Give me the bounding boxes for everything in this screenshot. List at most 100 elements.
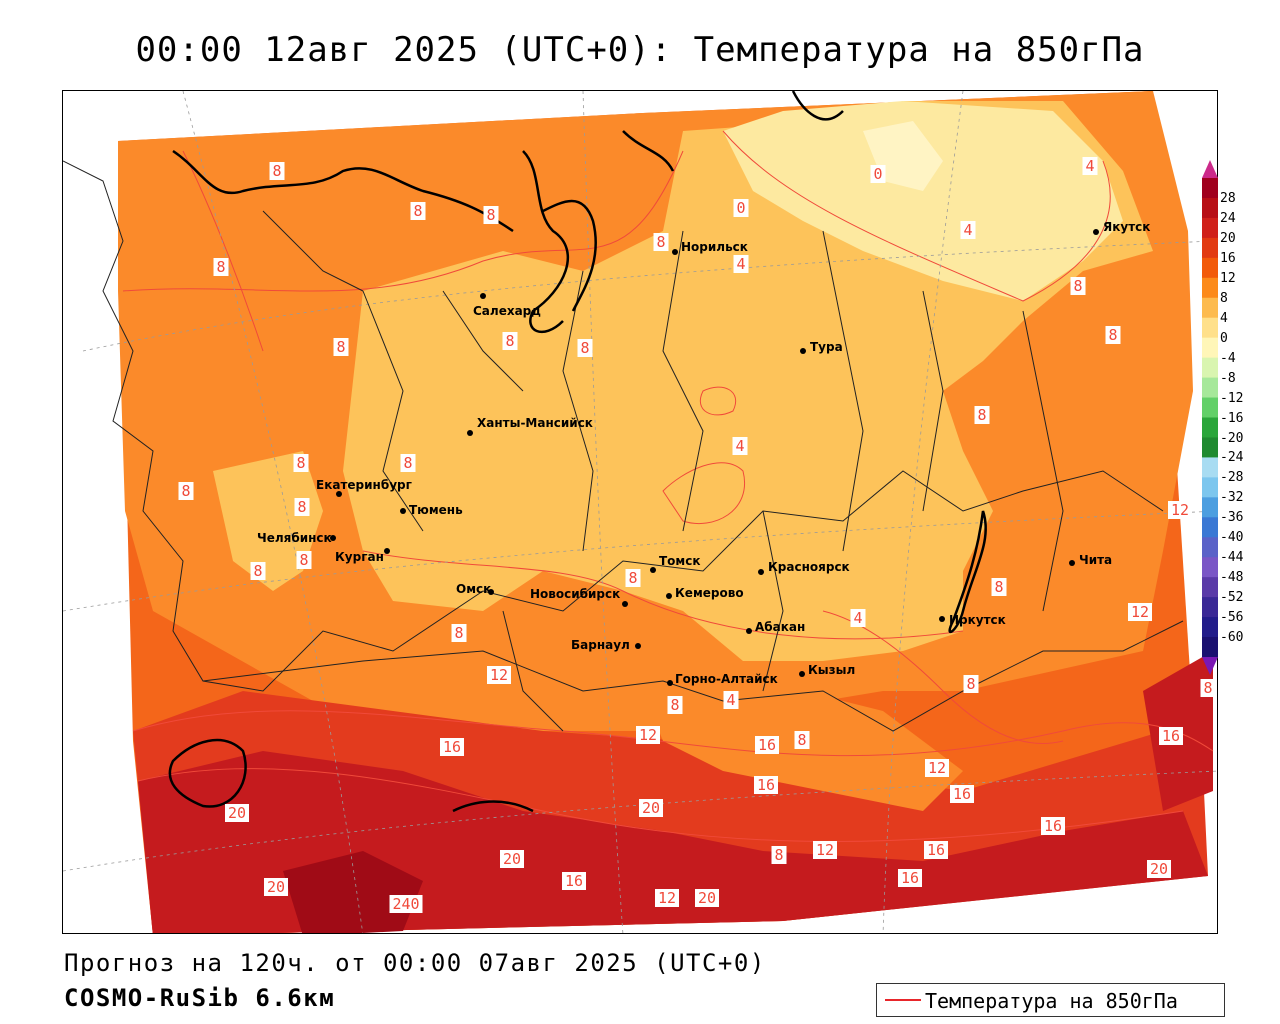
colorbar-tick-label: -36 <box>1220 510 1244 526</box>
isotherm-label: 16 <box>901 869 919 887</box>
isotherm-label-bg <box>483 206 499 224</box>
legend-label: Температура на 850гПа <box>925 989 1178 1013</box>
isoline <box>137 768 1184 842</box>
map-frame[interactable]: Якутск Норильск Салехард Тура Ханты-Манс… <box>62 90 1218 934</box>
isotherm-label: 20 <box>267 878 285 896</box>
cities: Якутск Норильск Салехард Тура Ханты-Манс… <box>257 220 1150 686</box>
city-barnaul: Барнаул <box>571 638 641 652</box>
isotherm-label-bg <box>732 437 748 455</box>
isotherm-label-bg <box>870 165 886 183</box>
isoline <box>662 462 746 525</box>
map-title: 00:00 12авг 2025 (UTC+0): Температура на… <box>135 30 1145 70</box>
city-label: Челябинск <box>257 531 332 545</box>
isotherm-label-bg <box>755 736 779 754</box>
temperature-map[interactable]: Якутск Норильск Салехард Тура Ханты-Манс… <box>63 91 1218 934</box>
colorbar-swatch <box>1202 277 1218 299</box>
colorbar-tick-label: -40 <box>1220 530 1244 546</box>
isotherm-label-bg <box>925 759 949 777</box>
colorbar-bottom-arrow <box>1202 657 1218 675</box>
isotherm-label-bg <box>213 258 229 276</box>
isotherm-label-bg <box>178 482 194 500</box>
isotherm-label-bg <box>974 406 990 424</box>
isotherm-label: 16 <box>953 785 971 803</box>
isotherm-label-bg <box>451 624 467 642</box>
city-label: Тура <box>810 340 843 354</box>
isotherm-label: 8 <box>580 339 589 357</box>
colorbar-swatch <box>1202 178 1218 199</box>
city-label: Иркутск <box>949 613 1006 627</box>
colorbar-swatch <box>1202 317 1218 339</box>
colorbar-swatch <box>1202 237 1218 259</box>
isotherm-label-bg <box>813 841 837 859</box>
isotherm-label-bg <box>440 738 464 756</box>
isotherm-label-bg <box>667 696 683 714</box>
city-krasnoyarsk: Красноярск <box>758 560 850 575</box>
isotherm-label: 16 <box>565 872 583 890</box>
city-label: Чита <box>1079 553 1112 567</box>
colorbar-tick-label: -56 <box>1220 610 1244 626</box>
colorbar-swatch <box>1202 517 1218 538</box>
isotherm-label-bg <box>1159 727 1183 745</box>
isotherm-label-bg <box>653 233 669 251</box>
city-chelyabinsk: Челябинск <box>257 531 336 545</box>
city-label: Барнаул <box>571 638 630 652</box>
legend-line-swatch <box>885 999 921 1001</box>
city-tura: Тура <box>800 340 843 354</box>
isotherm-label-bg <box>577 339 593 357</box>
city-label: Салехард <box>473 304 541 318</box>
isotherm-label-bg <box>924 841 948 859</box>
isotherm-label-bg <box>639 799 663 817</box>
colorbar-tick-label: -12 <box>1220 390 1244 406</box>
graticule <box>63 91 1217 933</box>
colorbar-swatch <box>1202 297 1218 319</box>
isotherm-label: 16 <box>927 841 945 859</box>
colorbar-swatch <box>1202 477 1218 498</box>
city-label: Курган <box>335 550 384 564</box>
isotherm-label: 20 <box>642 799 660 817</box>
colorbar-tick-label: -52 <box>1220 590 1244 606</box>
isotherm-label: 0 <box>873 165 882 183</box>
isotherm-label-bg <box>625 569 641 587</box>
city-label: Кызыл <box>808 663 855 677</box>
colorbar-tick-label: 12 <box>1220 270 1236 286</box>
isotherm-label-bg <box>225 804 249 822</box>
isoline <box>132 710 1214 757</box>
isotherm-label-bg <box>1147 860 1171 878</box>
isotherm-label: 4 <box>963 221 972 239</box>
isotherm-label: 8 <box>1073 277 1082 295</box>
isotherm-label-bg <box>1168 501 1192 519</box>
colorbar-tick-label: 16 <box>1220 250 1236 266</box>
colorbar-tick-label: 4 <box>1220 310 1228 326</box>
city-salekhard: Салехард <box>473 293 541 318</box>
isotherm-label-bg <box>333 338 349 356</box>
isotherm-label: 12 <box>816 841 834 859</box>
colorbar-swatch <box>1202 377 1218 399</box>
isoline <box>182 150 264 352</box>
isotherm-label-bg <box>754 776 778 794</box>
isotherm-label-bg <box>502 332 518 350</box>
city-omsk: Омск <box>456 582 494 596</box>
isotherm-label: 8 <box>403 454 412 472</box>
temperature-field <box>118 91 1213 933</box>
isotherm-label: 20 <box>698 889 716 907</box>
isotherm-label-bg <box>1041 817 1065 835</box>
isotherm-label-bg <box>850 609 866 627</box>
colorbar-tick-label: -16 <box>1220 410 1244 426</box>
isotherm-label: 20 <box>228 804 246 822</box>
coastlines <box>168 91 987 813</box>
isotherm-label-bg <box>269 162 285 180</box>
colorbar-tick-label: -20 <box>1220 430 1244 446</box>
city-tyumen: Тюмень <box>400 503 463 517</box>
forecast-text: Прогноз на 120ч. от 00:00 07авг 2025 (UT… <box>64 949 766 977</box>
isotherm-label: 8 <box>1203 679 1212 697</box>
model-name: COSMO-RuSib 6.6км <box>64 984 336 1012</box>
colorbar-top-arrow <box>1202 160 1218 178</box>
isotherm-label: 16 <box>757 776 775 794</box>
city-label: Екатеринбург <box>316 478 412 492</box>
city-label: Омск <box>456 582 491 596</box>
isotherm-label: 16 <box>443 738 461 756</box>
isotherm-label: 8 <box>272 162 281 180</box>
isotherm-label-bg <box>296 551 312 569</box>
isotherm-label: 12 <box>658 889 676 907</box>
isotherm-label-bg <box>562 872 586 890</box>
